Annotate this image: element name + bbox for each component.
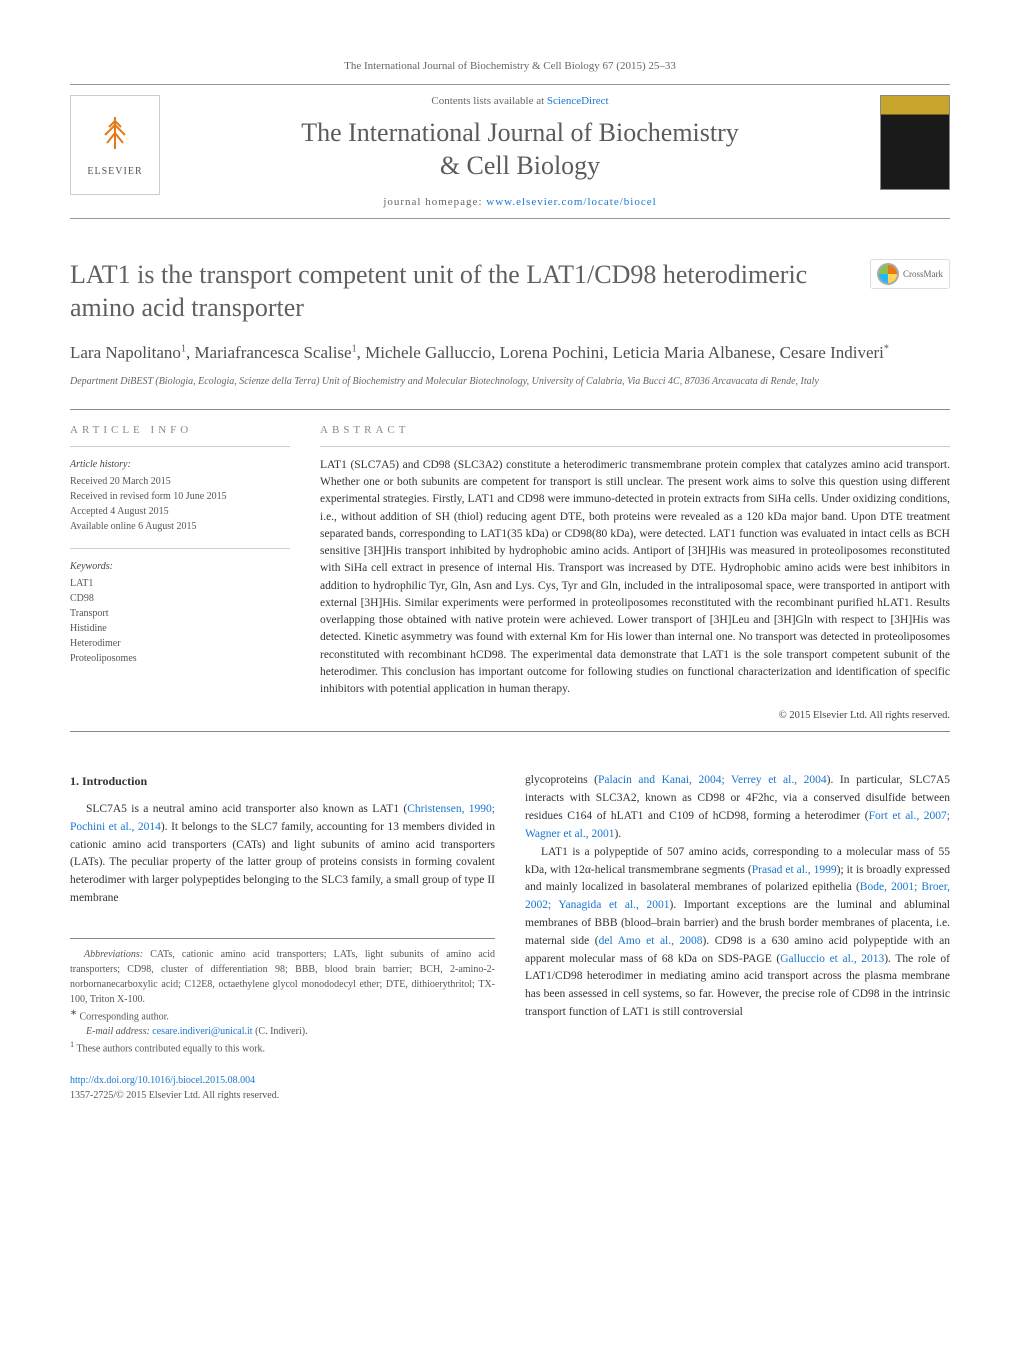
email-link[interactable]: cesare.indiveri@unical.it	[152, 1026, 252, 1037]
abstract-text: LAT1 (SLC7A5) and CD98 (SLC3A2) constitu…	[320, 457, 950, 699]
equal-text: These authors contributed equally to thi…	[74, 1044, 265, 1055]
contents-available-line: Contents lists available at ScienceDirec…	[180, 95, 860, 107]
affiliation: Department DiBEST (Biologia, Ecologia, S…	[70, 375, 950, 389]
crossmark-label: CrossMark	[903, 269, 943, 279]
body-column-right: glycoproteins (Palacin and Kanai, 2004; …	[525, 772, 950, 1103]
text-run: ).	[614, 828, 621, 840]
publisher-name: ELSEVIER	[87, 166, 142, 177]
history-label: Article history:	[70, 457, 290, 472]
section-heading: 1. Introduction	[70, 772, 495, 791]
article-info-heading: article info	[70, 424, 290, 436]
homepage-link[interactable]: www.elsevier.com/locate/biocel	[486, 196, 656, 208]
crossmark-icon	[877, 263, 899, 285]
doi-link[interactable]: http://dx.doi.org/10.1016/j.biocel.2015.…	[70, 1075, 255, 1086]
section-title: Introduction	[82, 774, 147, 788]
journal-header-block: ELSEVIER Contents lists available at Sci…	[70, 84, 950, 219]
journal-title-line2: & Cell Biology	[440, 151, 600, 180]
citation-link[interactable]: del Amo et al., 2008	[599, 935, 703, 947]
keyword: Transport	[70, 606, 290, 621]
history-line: Received in revised form 10 June 2015	[70, 489, 290, 504]
citation-link[interactable]: Galluccio et al., 2013	[780, 953, 884, 965]
history-line: Available online 6 August 2015	[70, 519, 290, 534]
article-title: LAT1 is the transport competent unit of …	[70, 259, 856, 324]
keyword: Histidine	[70, 621, 290, 636]
divider	[320, 446, 950, 447]
corr-text: Corresponding author.	[77, 1011, 169, 1022]
elsevier-tree-icon	[95, 113, 135, 162]
equal-contrib-note: 1 These authors contributed equally to t…	[70, 1039, 495, 1056]
email-line: E-mail address: cesare.indiveri@unical.i…	[70, 1024, 495, 1039]
corr-marker: ∗	[70, 1008, 77, 1017]
text-run: SLC7A5 is a neutral amino acid transport…	[86, 803, 407, 815]
keyword: LAT1	[70, 576, 290, 591]
body-column-left: 1. Introduction SLC7A5 is a neutral amin…	[70, 772, 495, 1103]
history-line: Received 20 March 2015	[70, 474, 290, 489]
email-post: (C. Indiveri).	[253, 1026, 308, 1037]
crossmark-badge[interactable]: CrossMark	[870, 259, 950, 289]
sciencedirect-link[interactable]: ScienceDirect	[547, 95, 609, 107]
divider	[70, 446, 290, 447]
keyword: Proteoliposomes	[70, 651, 290, 666]
citation-link[interactable]: Palacin and Kanai, 2004; Verrey et al., …	[598, 774, 827, 786]
footnotes-block: Abbreviations: CATs, cationic amino acid…	[70, 938, 495, 1057]
abstract-column: abstract LAT1 (SLC7A5) and CD98 (SLC3A2)…	[320, 424, 950, 722]
keywords-label: Keywords:	[70, 559, 290, 574]
paragraph: SLC7A5 is a neutral amino acid transport…	[70, 801, 495, 908]
running-head: The International Journal of Biochemistr…	[70, 60, 950, 72]
author-list: Lara Napolitano1, Mariafrancesca Scalise…	[70, 342, 950, 365]
journal-homepage-line: journal homepage: www.elsevier.com/locat…	[180, 196, 860, 208]
elsevier-logo: ELSEVIER	[70, 95, 160, 195]
homepage-label: journal homepage:	[383, 196, 486, 208]
section-number: 1.	[70, 774, 79, 788]
body-columns: 1. Introduction SLC7A5 is a neutral amin…	[70, 772, 950, 1103]
journal-title: The International Journal of Biochemistr…	[180, 117, 860, 182]
citation-link[interactable]: Prasad et al., 1999	[752, 864, 837, 876]
page-footer: http://dx.doi.org/10.1016/j.biocel.2015.…	[70, 1073, 495, 1104]
keyword: CD98	[70, 591, 290, 606]
corresponding-author-note: ∗ Corresponding author.	[70, 1007, 495, 1024]
history-line: Accepted 4 August 2015	[70, 504, 290, 519]
abbrev-label: Abbreviations:	[84, 949, 143, 960]
text-run: ). It belongs to the SLC7 family, accoun…	[70, 821, 495, 904]
keyword: Heterodimer	[70, 636, 290, 651]
issn-copyright: 1357-2725/© 2015 Elsevier Ltd. All right…	[70, 1088, 495, 1104]
abstract-copyright: © 2015 Elsevier Ltd. All rights reserved…	[320, 710, 950, 721]
paragraph: glycoproteins (Palacin and Kanai, 2004; …	[525, 772, 950, 843]
paragraph: LAT1 is a polypeptide of 507 amino acids…	[525, 844, 950, 1022]
journal-title-line1: The International Journal of Biochemistr…	[301, 118, 739, 147]
email-label: E-mail address:	[86, 1026, 152, 1037]
contents-available-text: Contents lists available at	[431, 95, 546, 107]
divider	[70, 731, 950, 732]
divider	[70, 409, 950, 410]
abbreviations: Abbreviations: CATs, cationic amino acid…	[70, 947, 495, 1007]
abstract-heading: abstract	[320, 424, 950, 436]
article-info-column: article info Article history: Received 2…	[70, 424, 290, 722]
divider	[70, 548, 290, 549]
journal-cover-thumbnail	[880, 95, 950, 190]
text-run: glycoproteins (	[525, 774, 598, 786]
